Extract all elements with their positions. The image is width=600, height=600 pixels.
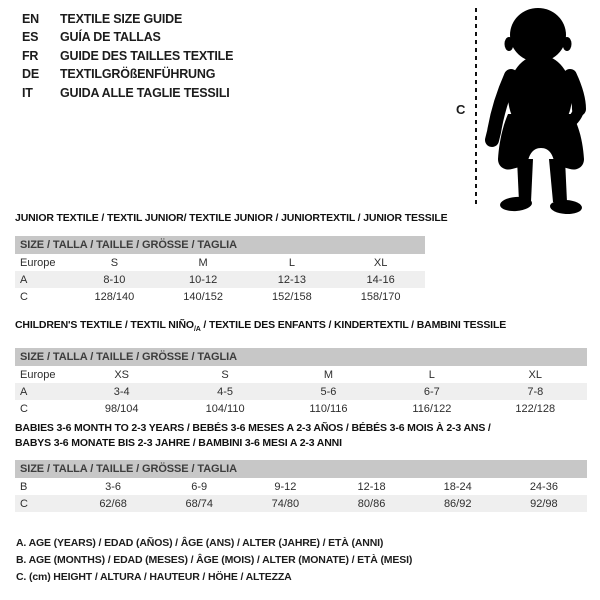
cell: 3-6 [105, 480, 122, 493]
title-part: CHILDREN'S TEXTILE / TEXTIL NIÑO [15, 319, 194, 331]
cell: 6-9 [191, 480, 208, 493]
lang-code: EN [22, 12, 39, 26]
babies-size-table: B 3-6 6-9 9-12 12-18 18-24 24-36 C 62/68… [15, 478, 587, 512]
title-subscript: /A [193, 326, 201, 334]
cell: 4-5 [217, 385, 234, 398]
lang-row-es: ES GUÍA DE TALLAS [22, 28, 233, 46]
cell: 14-16 [366, 273, 395, 286]
cell: 12-13 [277, 273, 306, 286]
row-label: Europe [20, 256, 56, 269]
language-title-list: EN TEXTILE SIZE GUIDE ES GUÍA DE TALLAS … [22, 10, 233, 102]
lang-code: IT [22, 85, 33, 100]
cell: M [323, 368, 334, 381]
cell: 152/158 [271, 290, 312, 303]
lang-title: GUIDE DES TAILLES TEXTILE [60, 48, 234, 63]
baby-silhouette-icon [485, 8, 586, 215]
title-part: / TEXTILE DES ENFANTS / KINDERTEXTIL / B… [200, 319, 507, 331]
cell: 18-24 [443, 480, 472, 493]
junior-textile-section: JUNIOR TEXTILE / TEXTIL JUNIOR/ TEXTILE … [15, 211, 448, 305]
row-label: C [20, 497, 28, 510]
cell: 12-18 [357, 480, 386, 493]
cell: 80/86 [357, 497, 386, 510]
table-row: A 3-4 4-5 5-6 6-7 7-8 [15, 383, 587, 401]
cell: XS [114, 368, 130, 381]
table-row: C 62/68 68/74 74/80 80/86 86/92 92/98 [15, 495, 587, 512]
legend-notes: A. AGE (YEARS) / EDAD (AÑOS) / ÂGE (ANS)… [16, 535, 412, 586]
table-row: Europe S M L XL [15, 254, 425, 271]
childrens-table-title: CHILDREN'S TEXTILE / TEXTIL NIÑO/A / TEX… [15, 318, 587, 337]
row-label: B [20, 480, 28, 493]
cell: XL [373, 256, 388, 269]
height-measure-figure: C [448, 0, 600, 218]
cell: L [428, 368, 435, 381]
cell: 104/110 [205, 402, 245, 415]
table-row: C 128/140 140/152 152/158 158/170 [15, 288, 425, 305]
row-label: C [20, 402, 28, 415]
lang-title: GUÍA DE TALLAS [60, 30, 161, 45]
junior-size-table: Europe S M L XL A 8-10 10-12 12-13 14-16… [15, 254, 425, 305]
row-label: A [20, 273, 28, 286]
cell: 140/152 [183, 290, 223, 303]
junior-size-header: SIZE / TALLA / TAILLE / GRÖSSE / TAGLIA [15, 236, 425, 254]
cell: L [288, 256, 295, 269]
junior-table-title: JUNIOR TEXTILE / TEXTIL JUNIOR/ TEXTILE … [15, 212, 448, 224]
lang-row-de: DE TEXTILGRÖßENFÜHRUNG [22, 65, 233, 83]
cell: 9-12 [274, 480, 297, 493]
cell: 3-4 [113, 385, 130, 398]
row-label: C [20, 290, 28, 303]
table-row: Europe XS S M L XL [15, 366, 587, 383]
table-row: A 8-10 10-12 12-13 14-16 [15, 271, 425, 288]
childrens-textile-section: CHILDREN'S TEXTILE / TEXTIL NIÑO/A / TEX… [15, 318, 587, 417]
cell: 24-36 [529, 480, 558, 493]
note-c: C. (cm) HEIGHT / ALTURA / HAUTEUR / HÖHE… [16, 571, 292, 583]
cell: 74/80 [271, 497, 300, 510]
cell: 86/92 [443, 497, 472, 510]
cell: S [221, 368, 229, 381]
babies-textile-section: BABIES 3-6 MONTH TO 2-3 YEARS / BEBÉS 3-… [15, 421, 587, 512]
cell: 68/74 [185, 497, 213, 510]
cell: M [198, 256, 208, 269]
lang-row-fr: FR GUIDE DES TAILLES TEXTILE [22, 47, 233, 65]
lang-code: FR [22, 48, 39, 63]
babies-table-title-line1: BABIES 3-6 MONTH TO 2-3 YEARS / BEBÉS 3-… [15, 422, 491, 434]
lang-title: TEXTILE SIZE GUIDE [60, 12, 183, 26]
table-row: C 98/104 104/110 110/116 116/122 122/128 [15, 400, 587, 417]
cell: 7-8 [527, 385, 544, 398]
row-label: A [20, 385, 28, 398]
lang-title: TEXTILGRÖßENFÜHRUNG [60, 67, 216, 82]
lang-row-it: IT GUIDA ALLE TAGLIE TESSILI [22, 84, 233, 102]
cell: 62/68 [99, 497, 127, 510]
cell: 6-7 [423, 385, 440, 398]
cell: 10-12 [189, 273, 218, 286]
cell: 92/98 [530, 497, 558, 510]
cell: 5-6 [320, 385, 337, 398]
cell: 98/104 [104, 402, 139, 415]
note-a: A. AGE (YEARS) / EDAD (AÑOS) / ÂGE (ANS)… [16, 537, 384, 549]
measure-c-label: C [456, 102, 466, 117]
lang-title: GUIDA ALLE TAGLIE TESSILI [60, 85, 230, 100]
babies-size-header: SIZE / TALLA / TAILLE / GRÖSSE / TAGLIA [15, 460, 587, 478]
lang-row-en: EN TEXTILE SIZE GUIDE [22, 10, 233, 28]
babies-table-title-line2: BABYS 3-6 MONATE BIS 2-3 JAHRE / BAMBINI… [15, 437, 342, 449]
cell: 110/116 [309, 402, 348, 415]
row-label: Europe [20, 368, 56, 381]
lang-code: ES [22, 30, 39, 45]
cell: 8-10 [103, 273, 126, 286]
cell: 158/170 [360, 290, 401, 303]
cell: 116/122 [412, 402, 452, 415]
childrens-size-header: SIZE / TALLA / TAILLE / GRÖSSE / TAGLIA [15, 348, 587, 367]
height-dashed-line [475, 8, 477, 208]
cell: 128/140 [94, 290, 135, 303]
cell: S [110, 256, 119, 269]
cell: 122/128 [515, 402, 556, 415]
table-row: B 3-6 6-9 9-12 12-18 18-24 24-36 [15, 478, 587, 495]
note-b: B. AGE (MONTHS) / EDAD (MESES) / ÂGE (MO… [16, 554, 413, 566]
childrens-size-table: Europe XS S M L XL A 3-4 4-5 5-6 6-7 7-8… [15, 366, 587, 417]
lang-code: DE [22, 67, 39, 82]
cell: XL [528, 368, 543, 381]
